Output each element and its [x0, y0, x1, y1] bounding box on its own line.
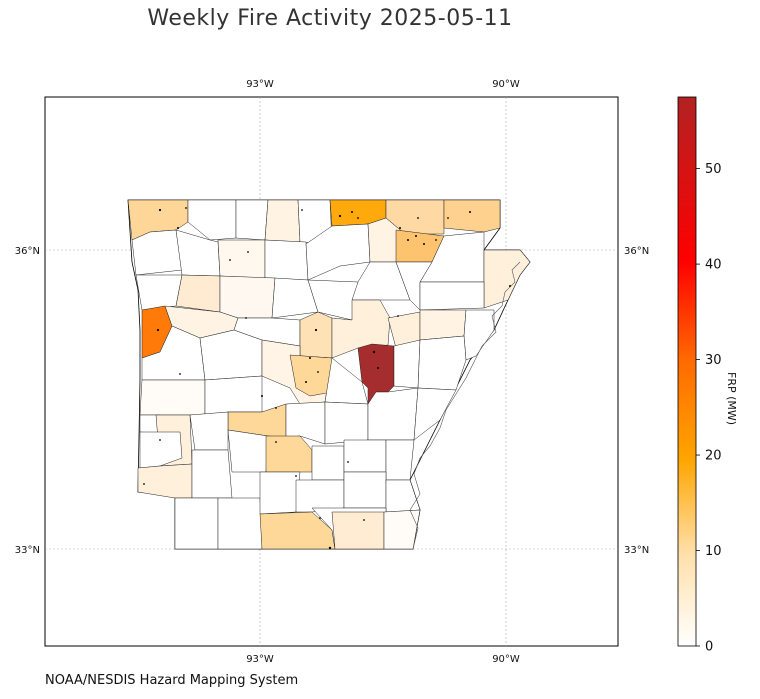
county-cell — [393, 339, 421, 389]
county-cell — [324, 401, 369, 445]
county-cell — [135, 274, 183, 311]
county-cell — [264, 239, 309, 281]
county-cell — [259, 471, 301, 515]
river-line — [409, 261, 521, 550]
county-cell — [285, 401, 326, 445]
colorbar-tick-label: 10 — [705, 544, 722, 559]
left-lat-label-36: 36°N — [15, 246, 40, 257]
county-cell — [417, 335, 467, 391]
bottom-lon-label-90: 90°W — [492, 654, 520, 665]
county-cell — [299, 311, 333, 359]
colorbar-tick-label: 40 — [705, 258, 722, 273]
county-cell — [419, 281, 485, 311]
county-cell — [204, 375, 263, 416]
county-cell — [137, 463, 193, 499]
county-cell — [187, 199, 237, 241]
county-cell — [139, 379, 206, 416]
axis-labels: 93°W 90°W 93°W 90°W 36°N 33°N 36°N 33°N — [15, 79, 649, 665]
county-cell — [131, 229, 183, 276]
county-layer — [127, 199, 531, 550]
county-cell — [343, 471, 387, 509]
bottom-lon-label-93: 93°W — [246, 654, 274, 665]
county-cell — [311, 445, 345, 481]
county-cell — [343, 439, 387, 473]
county-cell — [175, 274, 221, 313]
fire-points — [143, 207, 511, 550]
colorbar-tick-label: 0 — [705, 640, 713, 655]
colorbar — [677, 96, 697, 647]
colorbar-tick-label: 20 — [705, 449, 722, 464]
county-cell — [199, 329, 263, 381]
county-cell — [191, 449, 233, 499]
county-cell — [331, 511, 385, 550]
colorbar-label: FRP (MW) — [725, 372, 738, 426]
county-cell — [227, 429, 269, 473]
county-cell — [217, 239, 266, 279]
right-lat-label-33: 33°N — [624, 545, 649, 556]
top-lon-label-90: 90°W — [492, 79, 520, 90]
county-cell — [413, 387, 457, 441]
county-cell — [289, 354, 333, 397]
county-cell — [174, 497, 219, 550]
colorbar-tick-label: 30 — [705, 353, 722, 368]
left-lat-label-33: 33°N — [15, 545, 40, 556]
credit-text: NOAA/NESDIS Hazard Mapping System — [45, 673, 299, 688]
county-cell — [139, 431, 183, 469]
colorbar-ticks: 0 10 20 30 40 50 — [696, 162, 722, 655]
county-cell — [295, 479, 345, 513]
county-cell — [219, 275, 276, 319]
county-cell — [443, 199, 501, 233]
county-cell — [189, 411, 229, 451]
county-cell — [264, 199, 301, 243]
county-cell — [367, 387, 419, 441]
top-lon-label-93: 93°W — [246, 79, 274, 90]
graticule — [45, 97, 618, 646]
county-cell — [419, 309, 467, 341]
map-title: Weekly Fire Activity 2025-05-11 — [147, 6, 513, 31]
county-cell — [235, 199, 269, 241]
colorbar-tick-label: 50 — [705, 162, 722, 177]
county-cell — [385, 439, 415, 481]
county-cell — [217, 497, 263, 550]
right-lat-label-36: 36°N — [624, 246, 649, 257]
